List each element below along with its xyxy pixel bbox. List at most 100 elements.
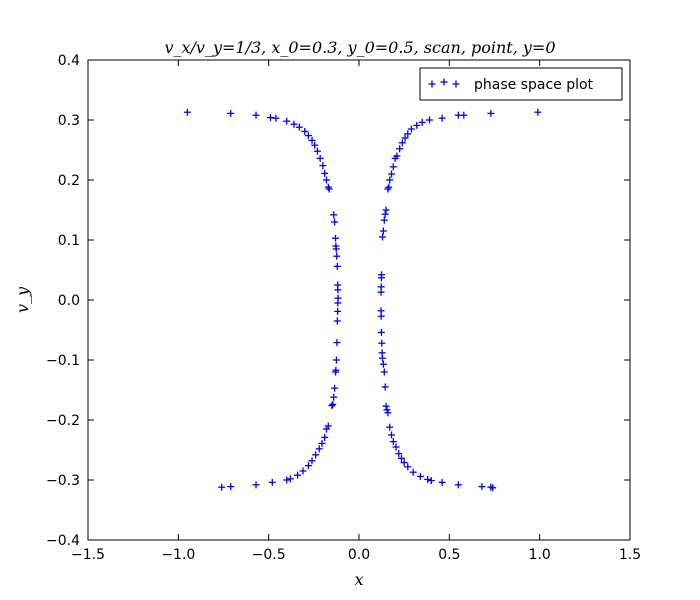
data-point [386,176,394,184]
legend-label: phase space plot [474,77,594,93]
data-point [272,114,280,122]
data-point [227,483,235,491]
data-point [407,125,415,133]
legend-marker [452,80,460,88]
legend-markers [428,78,460,88]
data-point [380,216,388,224]
data-point [328,402,336,410]
data-point [330,211,338,219]
data-point [424,475,432,483]
data-point [384,409,392,417]
y-tick-label: −0.3 [46,473,80,489]
data-point [322,176,330,184]
data-point [409,468,417,476]
data-point [386,423,394,431]
data-point [331,384,339,392]
data-point [413,121,421,129]
data-point [438,478,446,486]
x-tick-label: 0.5 [438,547,460,563]
data-point [334,307,342,315]
data-point [425,116,433,124]
data-point [418,118,426,126]
data-point [384,185,392,193]
y-tick-label: 0.0 [58,293,80,309]
data-point [283,476,291,484]
data-point [321,433,329,441]
data-point [378,233,386,241]
data-point [400,459,408,467]
x-tick-label: −1.5 [71,547,105,563]
data-point [383,406,391,414]
data-point [334,299,342,307]
y-tick-label: 0.1 [58,233,80,249]
data-point [392,443,400,451]
data-point [330,393,338,401]
data-point [332,368,340,376]
chart-title: v_x/v_y=1/3, x_0=0.3, y_0=0.5, scan, poi… [164,38,555,57]
y-axis-label: v_y [13,286,32,313]
data-point [218,483,226,491]
data-point [388,170,396,178]
y-axis-ticks: −0.4 −0.3 −0.2 −0.1 0.0 0.1 0.2 0.3 0.4 [46,53,630,549]
data-point [294,471,302,479]
data-point [315,445,323,453]
data-point [325,185,333,193]
data-point [322,425,330,433]
data-point [333,252,341,260]
data-point [319,162,327,170]
data-point [329,400,337,408]
data-point [454,481,462,489]
data-point [427,477,435,485]
y-tick-label: 0.2 [58,173,80,189]
data-points [183,108,542,492]
data-point [333,339,341,347]
y-tick-label: −0.1 [46,353,80,369]
data-point [389,163,397,171]
data-point [331,218,339,226]
legend: phase space plot [419,67,623,101]
data-point [333,262,341,270]
data-point [382,402,390,410]
data-point [301,127,309,135]
data-point [404,463,412,471]
data-point [334,286,342,294]
data-point [388,431,396,439]
data-point [398,139,406,147]
data-point [396,145,404,153]
data-point [395,450,403,458]
data-point [312,451,320,459]
data-point [404,130,412,138]
x-tick-label: 1.5 [619,547,641,563]
data-point [378,339,386,347]
data-point [332,356,340,364]
data-point [183,108,191,116]
plot-area: −1.5 −1.0 −0.5 0.0 0.5 1.0 1.5 −0.4 −0.3 −0.2 −0.… [46,53,641,563]
data-point [308,136,316,144]
data-point [299,467,307,475]
y-tick-label: −0.2 [46,413,80,429]
x-tick-label: −0.5 [252,547,286,563]
legend-marker [428,80,436,88]
data-point [381,210,389,218]
data-point [252,111,260,119]
x-tick-label: 1.0 [529,547,551,563]
y-tick-label: −0.4 [46,533,80,549]
data-point [378,354,386,362]
data-point [268,478,276,486]
data-point [290,120,298,128]
x-tick-label: −1.0 [161,547,195,563]
data-point [304,462,312,470]
data-point [333,317,341,325]
data-point [379,360,387,368]
data-point [389,438,397,446]
legend-marker [440,78,448,86]
data-point [377,288,385,296]
x-axis-label: x [354,570,363,589]
axes-frame [87,59,631,541]
data-point [227,109,235,117]
data-point [304,132,312,140]
data-point [454,111,462,119]
data-point [311,141,319,149]
data-point [401,134,409,142]
data-point [438,114,446,122]
